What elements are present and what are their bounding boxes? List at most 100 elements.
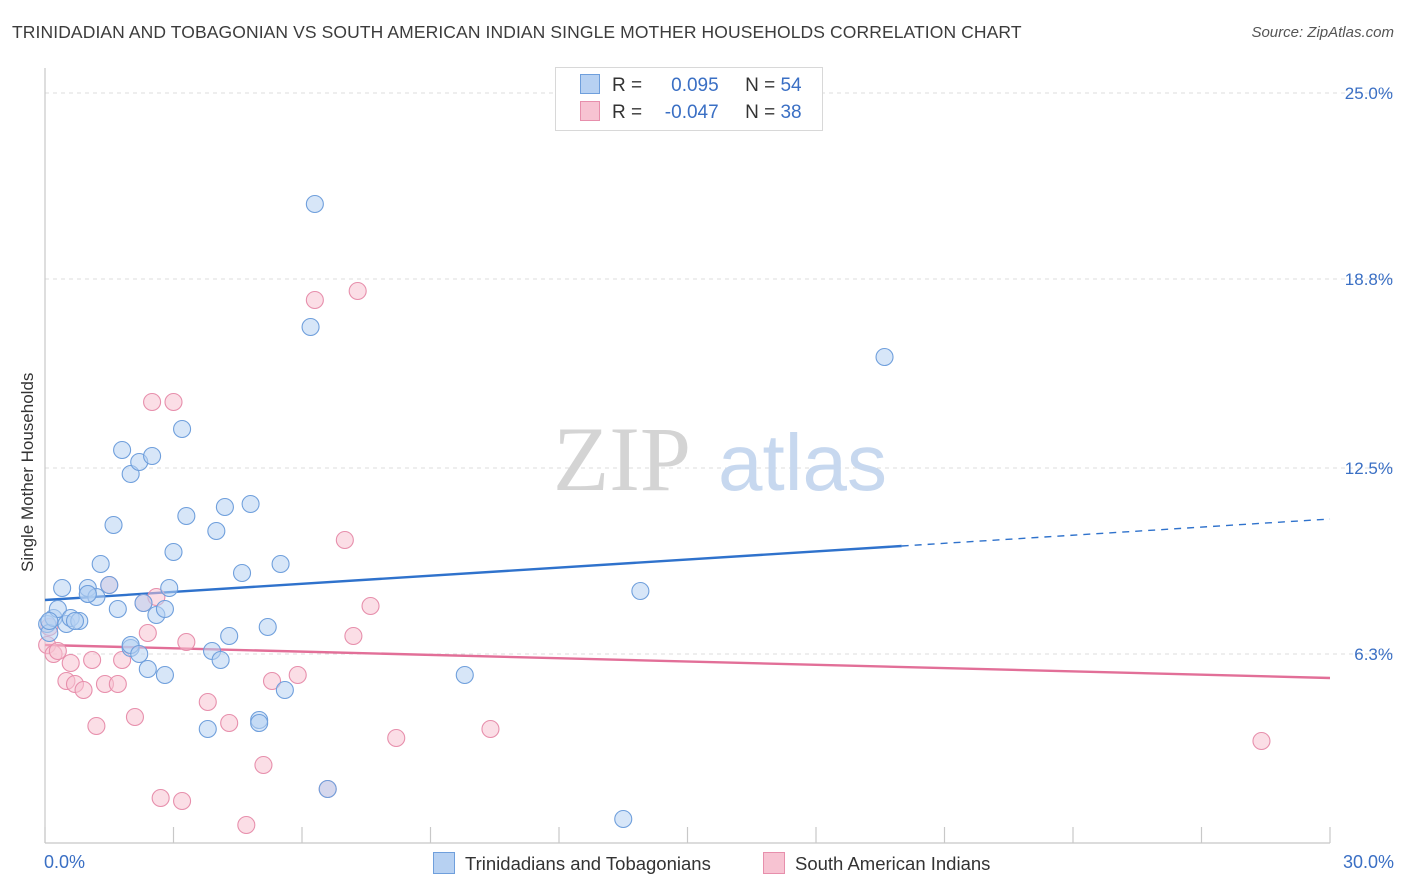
point-blue xyxy=(40,611,59,631)
data-points xyxy=(38,194,1271,835)
point-blue xyxy=(211,650,230,670)
point-blue xyxy=(155,599,174,619)
point-blue xyxy=(232,563,252,583)
x-tick-label-min: 0.0% xyxy=(44,852,86,872)
point-blue xyxy=(65,611,85,631)
point-pink xyxy=(220,713,239,733)
point-pink xyxy=(177,632,196,652)
point-pink xyxy=(1252,731,1271,751)
point-pink xyxy=(262,671,282,691)
source-label: Source: ZipAtlas.com xyxy=(1251,24,1394,41)
legend-r-value-blue: 0.095 xyxy=(671,75,719,96)
series-swatch-blue xyxy=(433,852,455,874)
series-legend-item-pink: South American Indians xyxy=(763,852,990,875)
point-pink xyxy=(83,650,102,670)
point-blue xyxy=(318,779,337,799)
trend-line-blue-extension xyxy=(901,518,1331,547)
point-pink xyxy=(61,653,80,673)
series-name-pink: South American Indians xyxy=(795,853,991,874)
point-blue xyxy=(138,659,157,679)
point-blue xyxy=(100,575,119,595)
legend-r-label: R = xyxy=(612,102,643,123)
point-pink xyxy=(481,719,500,739)
point-pink xyxy=(108,674,127,694)
point-pink xyxy=(305,290,324,310)
series-legend: Trinidadians and Tobagonians South Ameri… xyxy=(0,852,1406,878)
trend-lines xyxy=(44,518,1331,680)
point-blue xyxy=(113,440,132,460)
point-blue xyxy=(53,578,72,598)
point-blue xyxy=(155,665,174,685)
watermark-zip: ZIP xyxy=(553,408,691,510)
point-pink xyxy=(173,791,192,811)
point-blue xyxy=(271,554,290,574)
point-blue xyxy=(631,581,650,601)
point-blue xyxy=(108,599,127,619)
legend-row-pink: R = -0.047 N = 38 xyxy=(580,101,802,125)
chart-title: TRINIDADIAN AND TOBAGONIAN VS SOUTH AMER… xyxy=(12,22,1022,42)
legend-n-label: N = xyxy=(745,102,776,123)
series-legend-item-blue: Trinidadians and Tobagonians xyxy=(433,852,711,875)
point-pink xyxy=(125,707,144,727)
point-blue xyxy=(220,626,239,646)
point-blue xyxy=(104,515,123,535)
legend-n-label: N = xyxy=(745,75,776,96)
point-pink xyxy=(74,680,93,700)
point-pink xyxy=(348,281,367,301)
legend-r-label: R = xyxy=(612,75,643,96)
point-pink xyxy=(138,623,157,643)
trend-line-pink xyxy=(44,643,1331,680)
point-blue xyxy=(215,497,234,517)
legend-swatch-pink xyxy=(580,101,600,121)
point-blue xyxy=(250,713,269,733)
point-blue xyxy=(275,680,294,700)
point-blue xyxy=(301,317,320,337)
point-pink xyxy=(164,392,183,412)
legend-swatch-blue xyxy=(580,74,600,94)
point-pink xyxy=(151,788,170,808)
legend-n-value-blue: 54 xyxy=(780,75,802,96)
point-pink xyxy=(143,392,162,412)
watermark-atlas: atlas xyxy=(718,418,887,507)
series-name-blue: Trinidadians and Tobagonians xyxy=(465,853,711,874)
legend-r-value-pink: -0.047 xyxy=(664,102,719,123)
point-pink xyxy=(198,692,217,712)
series-swatch-pink xyxy=(763,852,785,874)
point-pink xyxy=(237,815,256,835)
point-blue xyxy=(198,719,217,739)
legend-row-blue: R = 0.095 N = 54 xyxy=(580,74,802,98)
point-pink xyxy=(387,728,406,748)
point-pink xyxy=(335,530,354,550)
point-blue xyxy=(177,506,196,526)
point-blue xyxy=(241,494,260,514)
point-blue xyxy=(305,194,324,214)
point-pink xyxy=(288,665,307,685)
correlation-legend: R = 0.095 N = 54 R = -0.047 N = 38 xyxy=(555,67,823,131)
y-axis-label: Single Mother Households xyxy=(18,372,37,572)
y-tick-label: 6.3% xyxy=(1354,645,1393,664)
point-blue xyxy=(614,809,633,829)
point-blue xyxy=(130,644,149,664)
legend-n-value-pink: 38 xyxy=(780,102,802,123)
point-blue xyxy=(160,578,179,598)
point-blue xyxy=(875,347,894,367)
axes xyxy=(44,68,1331,844)
point-pink xyxy=(87,716,106,736)
y-tick-label: 18.8% xyxy=(1345,270,1393,289)
point-pink xyxy=(254,755,273,775)
point-blue xyxy=(134,593,153,613)
point-blue xyxy=(91,554,110,574)
point-pink xyxy=(48,641,67,661)
x-tick-label-max: 30.0% xyxy=(1342,852,1394,872)
point-blue xyxy=(164,542,183,562)
point-pink xyxy=(344,626,363,646)
point-blue xyxy=(207,521,226,541)
point-pink xyxy=(361,596,380,616)
point-blue xyxy=(258,617,277,637)
y-tick-label: 25.0% xyxy=(1345,84,1393,103)
y-tick-label: 12.5% xyxy=(1345,459,1393,478)
point-blue xyxy=(78,584,97,604)
y-tick-labels: 6.3% 12.5% 18.8% 25.0% xyxy=(1345,84,1393,664)
trend-line-blue xyxy=(44,544,902,602)
